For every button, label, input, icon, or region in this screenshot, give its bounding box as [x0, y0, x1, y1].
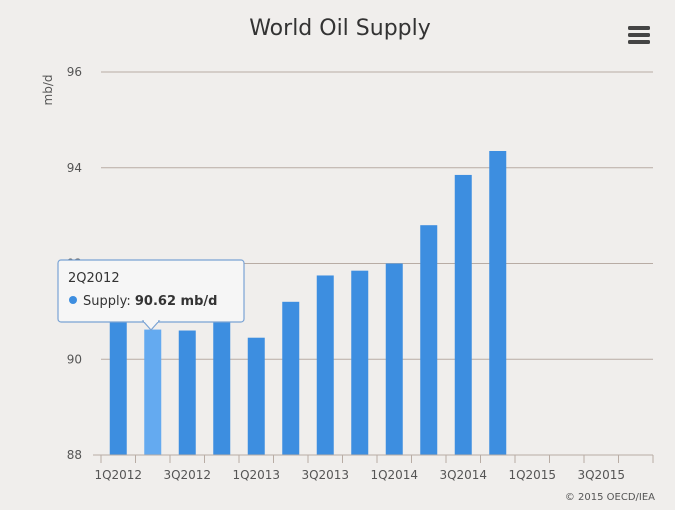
x-tick-label-3Q2013: 3Q2013	[301, 468, 349, 482]
menu-icon-bar-top	[628, 26, 650, 30]
tooltip-value: 90.62 mb/d	[135, 294, 218, 309]
menu-icon-bar-middle	[628, 33, 650, 37]
x-tick-label-3Q2015: 3Q2015	[577, 468, 625, 482]
tooltip-series-marker	[69, 296, 77, 304]
tooltip-header: 2Q2012	[68, 271, 120, 286]
tooltip-pointer	[141, 320, 161, 331]
bar-2Q2013[interactable]	[282, 301, 300, 455]
x-tick-label-3Q2014: 3Q2014	[439, 468, 487, 482]
x-tick-label-1Q2014: 1Q2014	[370, 468, 418, 482]
bar-2Q2014[interactable]	[420, 225, 438, 455]
y-tick-label-0: 88	[67, 448, 82, 462]
bar-3Q2013[interactable]	[316, 275, 334, 455]
tooltip-pointer-mask	[144, 318, 158, 322]
chart-title: World Oil Supply	[249, 16, 431, 41]
bar-1Q2012[interactable]	[109, 316, 127, 455]
x-tick-label-1Q2012: 1Q2012	[94, 468, 142, 482]
x-tick-labels: 1Q2012 3Q2012 1Q2013 3Q2013 1Q2014 3Q2014 1Q20…	[94, 468, 625, 482]
bar-3Q2014[interactable]	[454, 174, 472, 455]
tooltip-series-label: Supply:	[83, 294, 135, 309]
bar-4Q2013[interactable]	[351, 270, 369, 455]
y-tick-label-1: 90	[67, 352, 82, 366]
menu-icon[interactable]	[628, 26, 650, 44]
tooltip: 2Q2012 Supply: 90.62 mb/d	[57, 259, 245, 331]
y-tick-label-3: 94	[67, 161, 82, 175]
credit-text: © 2015 OECD/IEA	[565, 492, 655, 503]
y-axis-label: mb/d	[41, 75, 55, 106]
x-axis	[93, 454, 654, 463]
x-tick-label-1Q2015: 1Q2015	[508, 468, 556, 482]
bars	[109, 150, 507, 456]
bar-3Q2012[interactable]	[178, 330, 196, 455]
x-tick-label-3Q2012: 3Q2012	[163, 468, 211, 482]
y-tick-label-4: 96	[67, 65, 82, 79]
menu-icon-bar-bottom	[628, 40, 650, 44]
bar-4Q2014[interactable]	[489, 150, 507, 455]
bar-1Q2013[interactable]	[247, 337, 265, 455]
bar-1Q2014[interactable]	[385, 263, 403, 456]
x-tick-label-1Q2013: 1Q2013	[232, 468, 280, 482]
bar-2Q2012[interactable]	[144, 329, 162, 455]
tooltip-line: Supply: 90.62 mb/d	[83, 294, 217, 309]
tooltip-box	[57, 259, 245, 323]
bar-4Q2012[interactable]	[213, 311, 231, 455]
